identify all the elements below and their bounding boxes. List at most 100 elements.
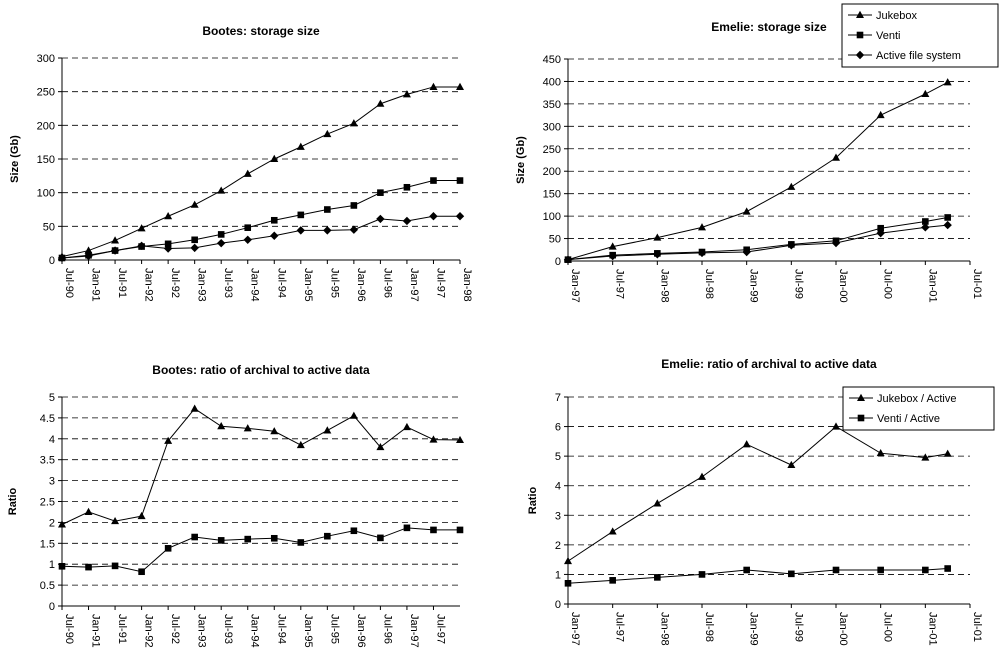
- data-point-triangle: [349, 411, 358, 419]
- x-tick-label: Jan-95: [302, 268, 314, 302]
- x-tick-label: Jul-97: [434, 268, 446, 298]
- chart-title: Emelie: ratio of archival to active data: [661, 357, 877, 371]
- y-tick-label: 5: [555, 451, 561, 463]
- data-point-triangle: [456, 435, 464, 444]
- data-point-diamond: [349, 225, 359, 234]
- y-tick-label: 0: [49, 255, 55, 267]
- data-point-diamond: [943, 220, 952, 230]
- y-tick-label: 2.5: [40, 497, 55, 509]
- x-tick-label: Jul-91: [116, 268, 128, 298]
- x-tick-label: Jul-97: [614, 269, 626, 299]
- x-tick-label: Jul-00: [882, 269, 894, 299]
- data-point-square: [377, 189, 384, 196]
- x-tick-label: Jul-97: [614, 612, 626, 642]
- data-point-triangle: [111, 516, 120, 525]
- data-point-triangle: [698, 223, 706, 231]
- x-tick-label: Jan-96: [355, 614, 367, 648]
- data-point-triangle: [653, 233, 662, 241]
- data-point-triangle: [608, 242, 617, 250]
- legend-entry-label: Jukebox: [876, 10, 917, 22]
- series-line-active-file-system: [61, 215, 460, 259]
- x-tick-label: Jul-90: [63, 614, 75, 644]
- data-point-square: [270, 534, 278, 542]
- x-tick-label: Jul-98: [703, 612, 715, 642]
- data-point-square: [403, 524, 411, 532]
- y-tick-label: 150: [37, 154, 55, 166]
- legend-entry-label: Venti: [876, 30, 900, 42]
- series-line-triangle: [61, 408, 461, 525]
- y-tick-label: 1: [49, 559, 55, 571]
- x-tick-label: Jan-91: [90, 268, 102, 302]
- data-point-triangle: [742, 207, 751, 215]
- data-point-diamond: [190, 243, 199, 253]
- series-line-venti-active: [567, 568, 948, 584]
- y-tick-label: 50: [549, 234, 561, 246]
- data-point-square: [324, 532, 331, 540]
- y-axis-label: Size (Gb): [515, 136, 527, 184]
- data-point-diamond: [921, 223, 930, 232]
- legend: Jukebox / Active Venti / Active: [842, 386, 995, 431]
- y-tick-label: 2: [555, 540, 561, 552]
- data-point-square: [922, 566, 929, 574]
- data-point-triangle: [429, 435, 438, 443]
- x-tick-label: Jan-97: [408, 614, 420, 648]
- legend-box: [842, 386, 995, 431]
- data-point-triangle: [787, 460, 796, 469]
- y-tick-label: 100: [37, 188, 55, 200]
- data-point-square: [244, 224, 252, 231]
- x-tick-label: Jul-95: [328, 268, 340, 298]
- x-tick-label: Jul-92: [169, 268, 181, 298]
- chart-title: Emelie: storage size: [711, 20, 827, 34]
- data-point-square: [403, 183, 411, 191]
- data-point-triangle: [456, 82, 464, 90]
- y-tick-label: 400: [543, 76, 561, 88]
- y-tick-label: 100: [543, 211, 561, 223]
- series-line-square: [61, 527, 460, 573]
- x-tick-label: Jan-99: [748, 612, 760, 646]
- data-point-diamond: [84, 251, 93, 261]
- y-tick-label: 3: [49, 476, 55, 488]
- series-line-jukebox: [567, 81, 948, 261]
- y-tick-label: 3: [555, 510, 561, 522]
- data-point-square: [244, 535, 252, 543]
- y-tick-label: 250: [543, 144, 561, 156]
- data-point-diamond: [787, 241, 796, 250]
- data-point-square: [743, 566, 750, 574]
- data-point-diamond: [429, 212, 438, 221]
- y-tick-label: 0: [555, 256, 561, 268]
- x-tick-label: Jan-94: [249, 614, 261, 648]
- data-point-diamond: [217, 238, 226, 248]
- data-point-triangle: [270, 154, 279, 162]
- y-tick-label: 3.5: [40, 455, 55, 467]
- x-tick-label: Jul-95: [328, 614, 340, 644]
- y-tick-label: 4: [555, 481, 561, 493]
- data-point-square: [564, 580, 572, 587]
- y-tick-label: 5: [49, 392, 55, 404]
- data-point-triangle: [243, 424, 252, 432]
- data-point-square: [456, 177, 464, 184]
- data-point-diamond: [876, 228, 885, 238]
- data-point-triangle: [876, 448, 885, 457]
- chart-title: Bootes: ratio of archival to active data: [152, 363, 370, 377]
- y-tick-label: 1.5: [40, 538, 55, 550]
- data-point-triangle: [698, 472, 706, 480]
- data-point-square: [877, 224, 884, 232]
- legend-entry-label: Venti / Active: [877, 413, 940, 425]
- data-point-triangle: [164, 436, 173, 444]
- chart-title: Bootes: storage size: [202, 24, 320, 38]
- data-point-square: [377, 534, 384, 542]
- data-point-square: [788, 570, 795, 578]
- data-point-triangle: [323, 129, 332, 138]
- data-point-triangle: [376, 442, 385, 451]
- x-tick-label: Jul-96: [381, 614, 393, 644]
- data-point-square: [191, 533, 198, 541]
- chart-panel-3: Bootes: ratio of archival to active data…: [7, 363, 464, 648]
- y-tick-label: 6: [555, 422, 561, 434]
- series-line-active-file-system: [567, 224, 948, 261]
- data-point-square: [832, 566, 840, 574]
- data-point-triangle: [243, 169, 252, 177]
- y-tick-label: 4: [49, 434, 55, 446]
- legend: Jukebox Venti Active file system: [841, 3, 999, 68]
- data-point-triangle: [376, 99, 385, 107]
- data-point-square: [877, 566, 884, 574]
